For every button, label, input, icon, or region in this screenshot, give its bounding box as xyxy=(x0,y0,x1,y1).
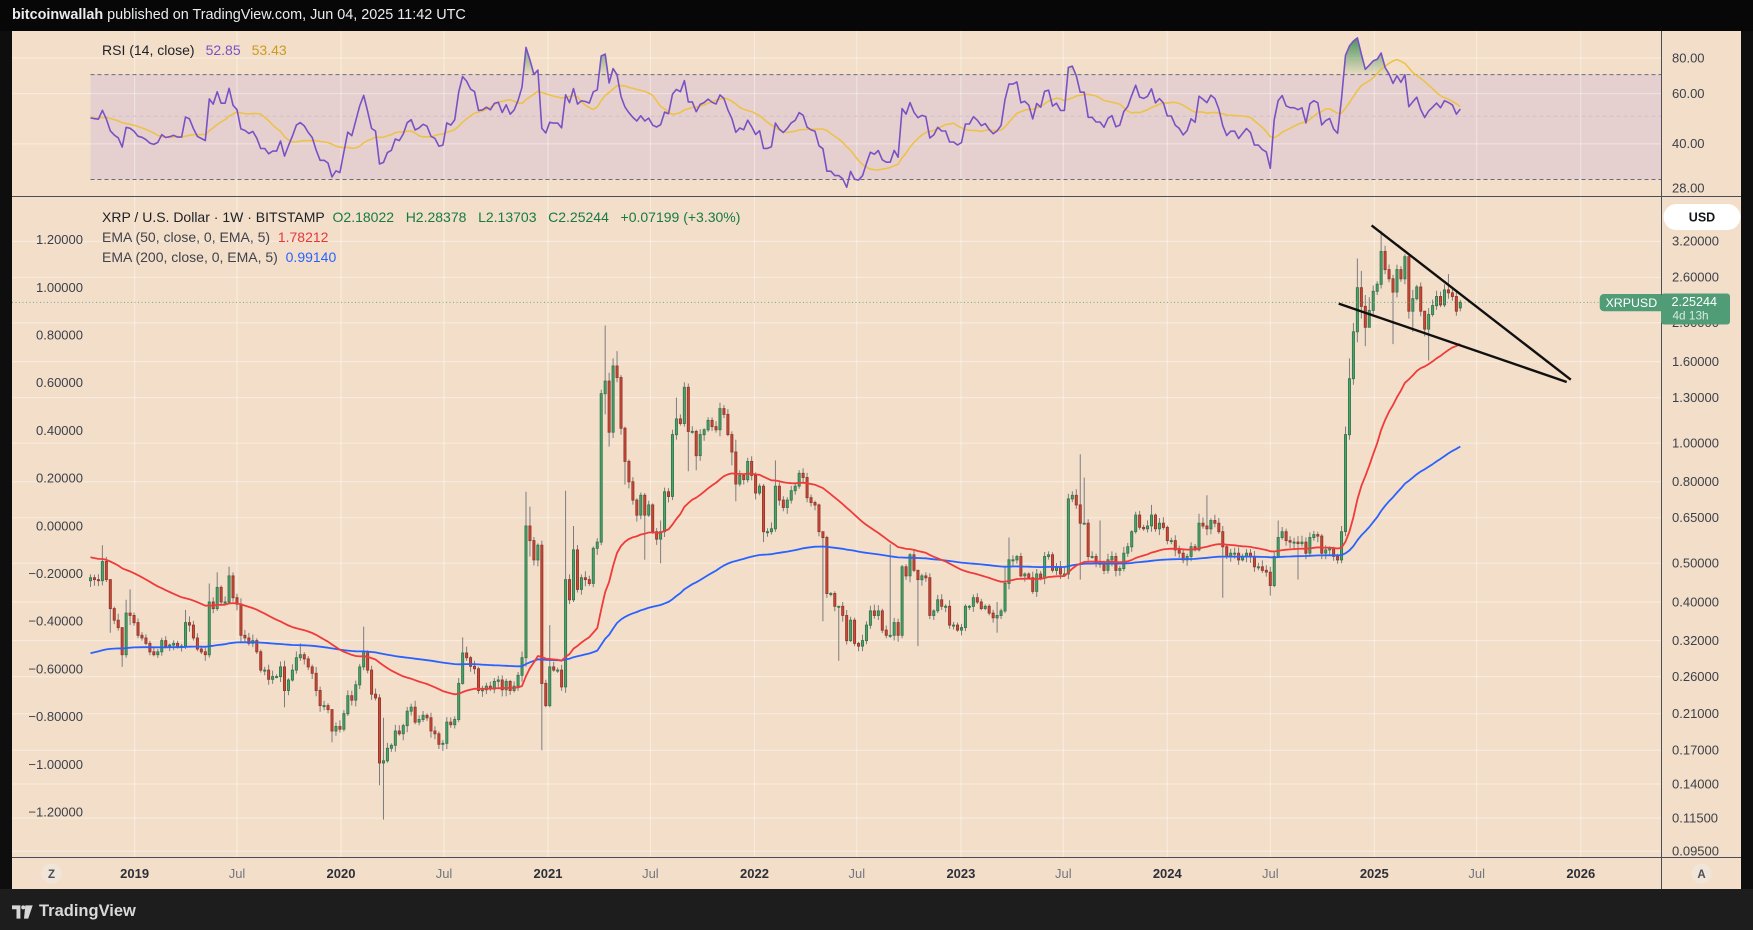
svg-text:−0.20000: −0.20000 xyxy=(28,566,83,581)
svg-text:1.00000: 1.00000 xyxy=(36,280,83,295)
svg-text:2.25244: 2.25244 xyxy=(1672,295,1718,309)
svg-text:3.20000: 3.20000 xyxy=(1672,234,1719,249)
svg-text:0.09500: 0.09500 xyxy=(1672,844,1719,859)
svg-text:Jul: Jul xyxy=(436,866,453,881)
svg-text:XRPUSD: XRPUSD xyxy=(1606,296,1658,310)
svg-text:−0.60000: −0.60000 xyxy=(28,661,83,676)
svg-text:Jul: Jul xyxy=(229,866,246,881)
svg-text:0.80000: 0.80000 xyxy=(1672,474,1719,489)
svg-text:2023: 2023 xyxy=(946,866,975,881)
svg-text:60.00: 60.00 xyxy=(1672,86,1705,101)
svg-text:2022: 2022 xyxy=(740,866,769,881)
svg-text:4d 13h: 4d 13h xyxy=(1673,309,1709,323)
svg-text:0.40000: 0.40000 xyxy=(36,423,83,438)
svg-text:2024: 2024 xyxy=(1153,866,1183,881)
svg-text:Z: Z xyxy=(48,869,55,881)
svg-text:0.14000: 0.14000 xyxy=(1672,776,1719,791)
svg-text:USD: USD xyxy=(1689,211,1715,225)
svg-text:1.20000: 1.20000 xyxy=(36,232,83,247)
svg-text:80.00: 80.00 xyxy=(1672,50,1705,65)
svg-text:1.30000: 1.30000 xyxy=(1672,390,1719,405)
svg-text:0.17000: 0.17000 xyxy=(1672,743,1719,758)
svg-text:0.40000: 0.40000 xyxy=(1672,594,1719,609)
svg-text:0.60000: 0.60000 xyxy=(36,375,83,390)
svg-text:−0.80000: −0.80000 xyxy=(28,709,83,724)
svg-text:2.60000: 2.60000 xyxy=(1672,270,1719,285)
svg-text:0.11500: 0.11500 xyxy=(1672,810,1718,825)
svg-text:Jul: Jul xyxy=(1055,866,1072,881)
svg-text:1.00000: 1.00000 xyxy=(1672,435,1719,450)
svg-text:2026: 2026 xyxy=(1566,866,1595,881)
svg-text:Jul: Jul xyxy=(848,866,865,881)
svg-text:0.80000: 0.80000 xyxy=(36,328,83,343)
svg-text:A: A xyxy=(1697,869,1705,881)
svg-text:0.20000: 0.20000 xyxy=(36,471,83,486)
svg-text:−1.20000: −1.20000 xyxy=(28,805,83,820)
svg-text:2020: 2020 xyxy=(327,866,356,881)
svg-text:28.00: 28.00 xyxy=(1672,180,1705,195)
svg-text:2021: 2021 xyxy=(534,866,563,881)
svg-text:0.65000: 0.65000 xyxy=(1672,510,1719,525)
svg-text:2025: 2025 xyxy=(1360,866,1389,881)
svg-text:−1.00000: −1.00000 xyxy=(28,757,83,772)
svg-text:2019: 2019 xyxy=(120,866,149,881)
svg-text:0.26000: 0.26000 xyxy=(1672,669,1719,684)
svg-text:0.21000: 0.21000 xyxy=(1672,706,1719,721)
svg-text:−0.40000: −0.40000 xyxy=(28,614,83,629)
svg-text:40.00: 40.00 xyxy=(1672,136,1705,151)
svg-text:0.32000: 0.32000 xyxy=(1672,633,1719,648)
svg-text:1.60000: 1.60000 xyxy=(1672,354,1719,369)
svg-text:Jul: Jul xyxy=(1262,866,1279,881)
svg-text:Jul: Jul xyxy=(642,866,659,881)
svg-text:0.50000: 0.50000 xyxy=(1672,556,1719,571)
svg-text:0.00000: 0.00000 xyxy=(36,518,83,533)
svg-text:Jul: Jul xyxy=(1468,866,1485,881)
